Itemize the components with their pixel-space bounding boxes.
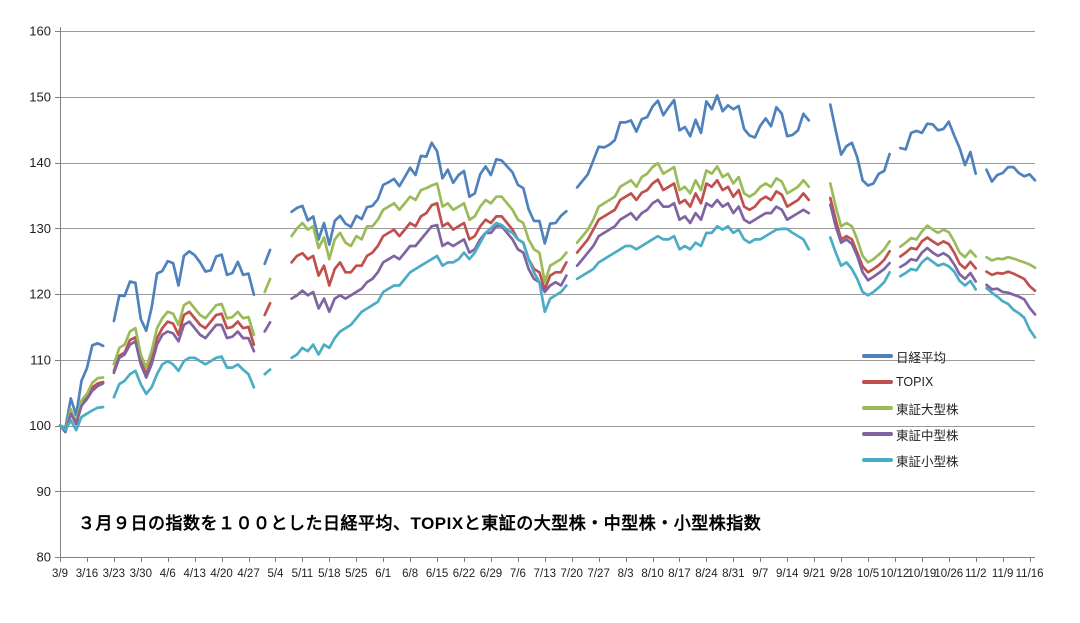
svg-text:160: 160 [29,24,51,39]
series-small-cap [58,221,1037,432]
svg-text:4/13: 4/13 [183,568,205,580]
svg-text:7/27: 7/27 [587,568,609,580]
svg-text:5/18: 5/18 [318,568,340,580]
svg-text:10/5: 10/5 [857,568,879,580]
legend-item-large-cap: 東証大型株 [862,395,959,421]
svg-text:120: 120 [29,287,51,302]
svg-text:8/24: 8/24 [695,568,718,580]
svg-text:90: 90 [37,484,51,499]
svg-text:6/1: 6/1 [375,568,391,580]
svg-text:80: 80 [37,550,51,565]
svg-text:6/29: 6/29 [480,568,502,580]
legend-swatch-small-cap [862,458,893,462]
svg-text:10/19: 10/19 [907,568,936,580]
legend-item-nikkei: 日経平均 [862,343,959,369]
svg-text:7/6: 7/6 [510,568,526,580]
svg-text:100: 100 [29,418,51,433]
series-nikkei [58,94,1037,430]
legend-label-topix: TOPIX [896,375,934,389]
y-axis-labels: 80 90 100 110 120 130 140 150 160 [29,24,51,565]
series-large-cap [58,161,1037,433]
svg-text:6/22: 6/22 [453,568,475,580]
svg-text:11/9: 11/9 [992,568,1014,580]
svg-text:9/21: 9/21 [803,568,825,580]
svg-text:140: 140 [29,155,51,170]
svg-text:3/16: 3/16 [76,568,98,580]
svg-text:8/17: 8/17 [668,568,690,580]
svg-text:6/15: 6/15 [426,568,448,580]
legend-item-small-cap: 東証小型株 [862,447,959,473]
svg-text:5/4: 5/4 [267,568,284,580]
svg-text:8/3: 8/3 [618,568,634,580]
svg-text:11/16: 11/16 [1016,568,1044,580]
svg-text:8/31: 8/31 [722,568,744,580]
x-axis-labels: 3/9 3/16 3/23 3/30 4/6 4/13 4/20 4/27 5/4 5/11 5/1… [52,568,1044,580]
legend-label-mid-cap: 東証中型株 [896,428,959,443]
series-mid-cap [58,198,1037,434]
svg-text:7/13: 7/13 [534,568,556,580]
svg-text:7/20: 7/20 [561,568,583,580]
svg-text:10/12: 10/12 [881,568,910,580]
legend-swatch-mid-cap [862,432,893,436]
svg-text:150: 150 [29,89,51,104]
legend-label-large-cap: 東証大型株 [896,402,959,417]
legend-item-topix: TOPIX [862,369,959,395]
svg-text:3/9: 3/9 [52,568,68,580]
svg-text:6/8: 6/8 [402,568,418,580]
legend-label-small-cap: 東証小型株 [896,454,959,469]
legend: 日経平均 TOPIX 東証大型株 東証中型株 東証小型株 [862,343,959,473]
svg-text:9/28: 9/28 [830,568,852,580]
svg-text:4/20: 4/20 [210,568,232,580]
svg-text:10/26: 10/26 [934,568,963,580]
axes [55,27,1035,562]
svg-text:4/27: 4/27 [237,568,259,580]
svg-text:11/2: 11/2 [965,568,987,580]
svg-text:4/6: 4/6 [160,568,176,580]
svg-text:5/11: 5/11 [292,568,314,580]
chart-title: ３月９日の指数を１００とした日経平均、TOPIXと東証の大型株・中型株・小型株指… [78,514,762,533]
svg-text:110: 110 [30,352,51,367]
svg-text:130: 130 [29,221,51,236]
svg-text:5/25: 5/25 [345,568,367,580]
svg-text:8/10: 8/10 [641,568,663,580]
svg-text:9/14: 9/14 [776,568,799,580]
legend-swatch-topix [862,380,893,384]
svg-text:3/23: 3/23 [103,568,125,580]
legend-label-nikkei: 日経平均 [896,350,947,365]
svg-text:3/30: 3/30 [130,568,152,580]
svg-text:9/7: 9/7 [752,568,768,580]
legend-swatch-large-cap [862,406,893,410]
legend-item-mid-cap: 東証中型株 [862,421,959,447]
legend-swatch-nikkei [862,354,893,358]
